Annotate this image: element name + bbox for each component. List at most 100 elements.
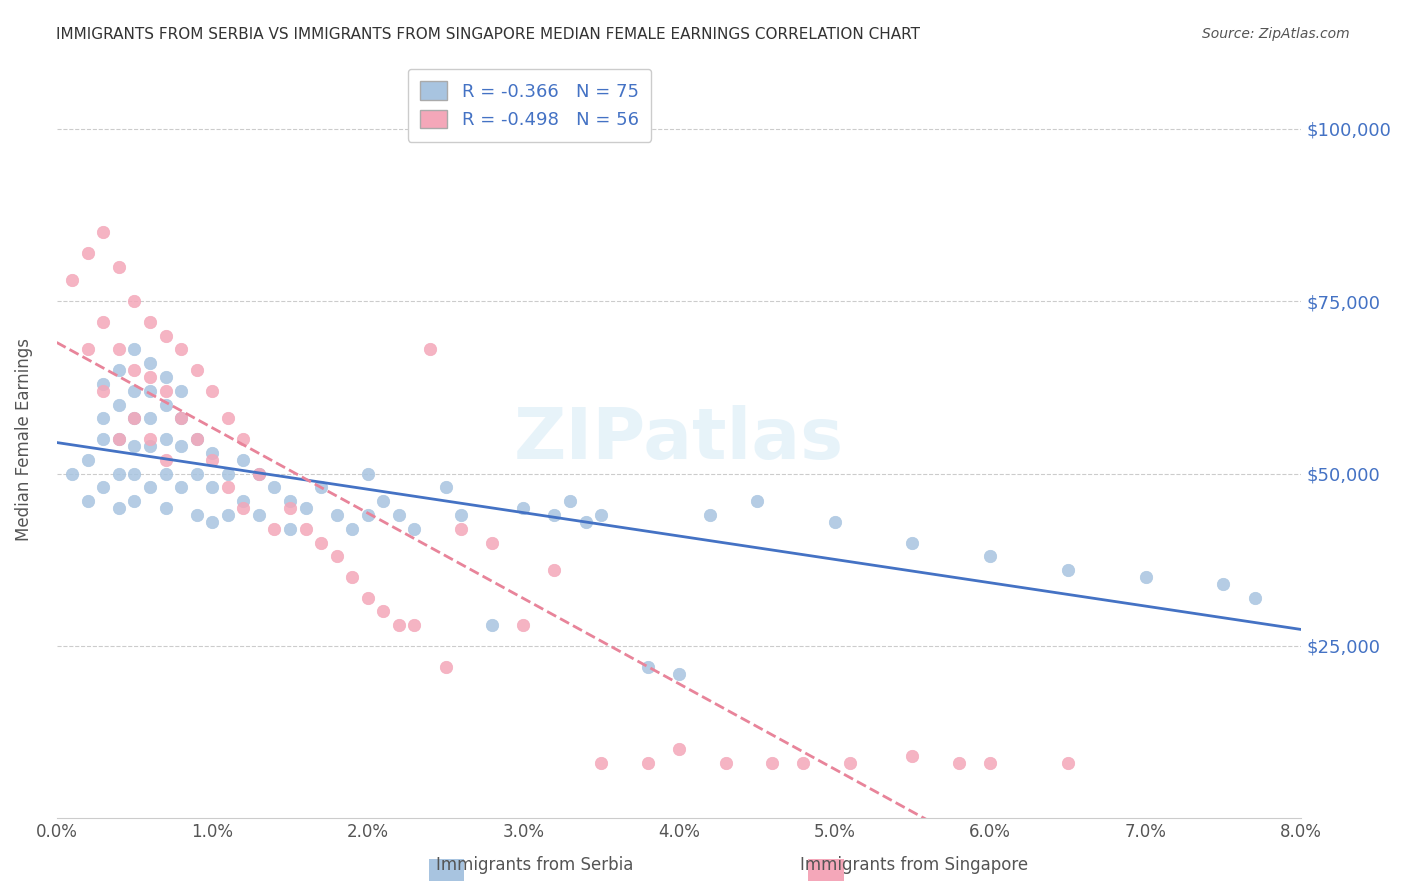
Point [325,549,347,564]
Point [278,522,301,536]
Point [76,452,98,467]
Point [1135,570,1157,584]
Point [108,363,131,377]
Point [247,467,270,481]
Point [217,480,239,494]
Point [450,522,472,536]
Point [91,411,114,425]
Point [201,480,224,494]
Point [76,245,98,260]
Point [201,452,224,467]
Point [217,467,239,481]
Point [217,411,239,425]
Point [91,225,114,239]
Point [139,315,162,329]
Y-axis label: Median Female Earnings: Median Female Earnings [15,337,32,541]
Point [591,508,613,522]
Point [155,452,177,467]
Point [91,384,114,398]
Point [124,494,146,508]
Point [1212,577,1234,591]
Point [124,411,146,425]
Point [155,398,177,412]
Point [512,618,534,632]
Point [91,315,114,329]
Point [481,618,503,632]
Point [404,618,426,632]
Point [901,749,924,764]
Point [124,363,146,377]
Point [186,508,208,522]
Point [373,494,395,508]
Point [76,494,98,508]
Point [108,432,131,446]
Point [450,508,472,522]
Point [108,467,131,481]
Point [792,756,814,771]
Point [668,666,690,681]
Point [434,659,457,673]
Text: Immigrants from Serbia: Immigrants from Serbia [436,856,633,874]
Point [201,515,224,529]
Point [543,563,565,577]
Point [357,467,380,481]
Point [325,508,347,522]
Point [124,439,146,453]
Point [60,467,83,481]
Point [139,432,162,446]
Point [714,756,737,771]
Point [342,570,364,584]
Point [979,549,1001,564]
Point [186,467,208,481]
Point [232,452,254,467]
Point [761,756,783,771]
Point [139,480,162,494]
Point [201,384,224,398]
Point [278,494,301,508]
Point [342,522,364,536]
Point [1243,591,1265,605]
Point [574,515,596,529]
Point [139,411,162,425]
Point [91,480,114,494]
Point [388,618,411,632]
Text: IMMIGRANTS FROM SERBIA VS IMMIGRANTS FROM SINGAPORE MEDIAN FEMALE EARNINGS CORRE: IMMIGRANTS FROM SERBIA VS IMMIGRANTS FRO… [56,27,921,42]
Point [186,363,208,377]
Point [357,591,380,605]
Point [139,384,162,398]
Point [637,659,659,673]
Point [170,411,193,425]
Point [278,501,301,516]
Text: ZIPatlas: ZIPatlas [513,405,844,474]
Point [139,439,162,453]
Point [124,467,146,481]
Point [901,535,924,549]
Point [186,432,208,446]
Point [232,432,254,446]
Point [60,273,83,287]
Point [170,439,193,453]
Point [201,446,224,460]
Point [124,411,146,425]
Point [217,508,239,522]
Point [155,370,177,384]
Point [668,742,690,756]
Point [388,508,411,522]
Point [155,384,177,398]
Point [155,467,177,481]
Point [419,343,441,357]
Point [247,467,270,481]
Point [155,328,177,343]
Point [91,432,114,446]
Point [948,756,970,771]
Legend: R = -0.366   N = 75, R = -0.498   N = 56: R = -0.366 N = 75, R = -0.498 N = 56 [408,69,651,142]
Point [373,605,395,619]
Point [434,480,457,494]
Point [232,501,254,516]
Point [108,260,131,274]
Point [186,432,208,446]
Point [512,501,534,516]
Point [294,501,316,516]
Point [404,522,426,536]
Point [824,515,846,529]
